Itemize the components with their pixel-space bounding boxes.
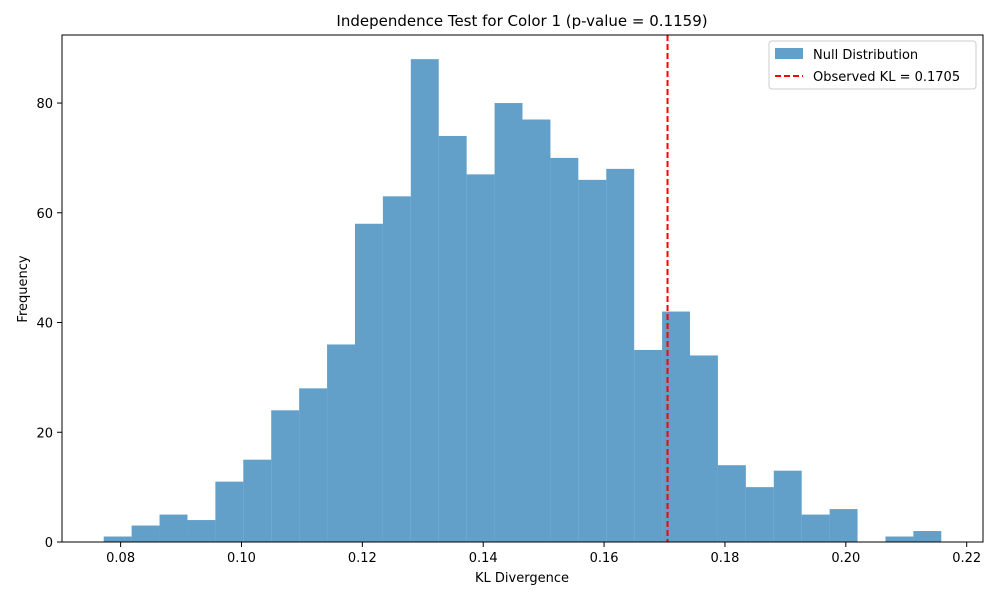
y-tick-label: 40 bbox=[36, 317, 53, 332]
histogram-bar bbox=[885, 536, 914, 542]
y-tick-label: 0 bbox=[45, 536, 53, 551]
histogram-bar bbox=[131, 525, 160, 542]
x-tick-label: 0.22 bbox=[952, 551, 981, 566]
legend-label-null: Null Distribution bbox=[813, 48, 918, 63]
legend: Null Distribution Observed KL = 0.1705 bbox=[768, 40, 977, 90]
histogram-bar bbox=[271, 410, 300, 542]
histogram-bar bbox=[773, 470, 802, 542]
x-axis-label: KL Divergence bbox=[475, 571, 569, 586]
histogram-bar bbox=[438, 135, 467, 542]
histogram-bar bbox=[382, 196, 411, 542]
x-tick-label: 0.14 bbox=[469, 551, 498, 566]
histogram-bar bbox=[745, 487, 774, 542]
legend-swatch-null bbox=[775, 48, 803, 59]
histogram-bar bbox=[829, 509, 858, 542]
histogram-bar bbox=[550, 157, 579, 542]
x-tick-label: 0.10 bbox=[227, 551, 256, 566]
y-tick-label: 20 bbox=[36, 426, 53, 441]
histogram-bar bbox=[410, 59, 439, 543]
histogram-bar bbox=[466, 174, 495, 543]
y-tick-label: 60 bbox=[36, 207, 53, 222]
histogram-bar bbox=[327, 344, 355, 542]
histogram-bar bbox=[103, 536, 132, 542]
bars-group bbox=[103, 59, 942, 543]
plot-frame bbox=[61, 34, 984, 543]
histogram-bar bbox=[187, 520, 216, 542]
x-tick-label: 0.16 bbox=[590, 551, 619, 566]
histogram-bar bbox=[717, 465, 746, 542]
histogram-bar bbox=[243, 459, 272, 542]
histogram-bar bbox=[494, 103, 523, 542]
histogram-bar bbox=[578, 179, 607, 542]
histogram-bar bbox=[354, 223, 383, 543]
legend-box bbox=[768, 40, 977, 90]
histogram-bar bbox=[299, 388, 328, 542]
y-tick-label: 80 bbox=[36, 97, 53, 112]
histogram-bar bbox=[215, 481, 244, 542]
legend-label-observed: Observed KL = 0.1705 bbox=[813, 70, 960, 85]
histogram-bar bbox=[159, 514, 188, 542]
x-tick-label: 0.20 bbox=[831, 551, 860, 566]
histogram-bar bbox=[662, 311, 691, 542]
histogram-bar bbox=[690, 355, 718, 542]
histogram-bar bbox=[913, 531, 942, 542]
chart-title: Independence Test for Color 1 (p-value =… bbox=[336, 12, 707, 30]
histogram-bar bbox=[522, 119, 551, 542]
histogram-bar bbox=[634, 349, 663, 542]
y-axis-ticks: 0 20 40 60 80 bbox=[36, 97, 62, 551]
x-tick-label: 0.18 bbox=[710, 551, 739, 566]
histogram-bar bbox=[801, 514, 830, 542]
histogram-bar bbox=[606, 168, 635, 542]
x-tick-label: 0.12 bbox=[348, 551, 377, 566]
x-axis-ticks: 0.08 0.10 0.12 0.14 0.16 0.18 0.20 0.22 bbox=[106, 542, 981, 566]
x-tick-label: 0.08 bbox=[106, 551, 135, 566]
y-axis-label: Frequency bbox=[16, 255, 31, 322]
